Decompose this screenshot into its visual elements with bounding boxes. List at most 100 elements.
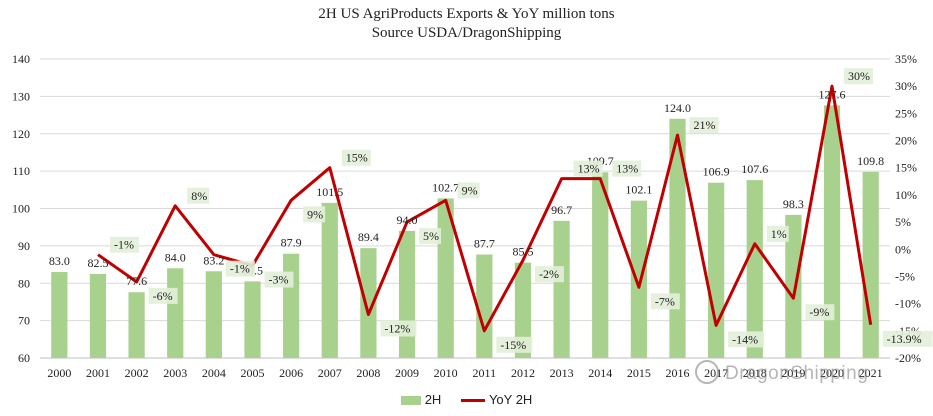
bar-value-label: 83.2	[203, 253, 224, 267]
x-tick-label: 2011	[473, 366, 497, 380]
bar	[592, 172, 609, 358]
bar-value-label: 124.0	[664, 101, 691, 115]
x-tick-label: 2009	[395, 366, 419, 380]
x-tick-label: 2007	[318, 366, 342, 380]
bar-value-label: 102.7	[432, 180, 459, 194]
y-right-tick-label: 30%	[895, 79, 917, 93]
legend: 2H YoY 2H	[0, 392, 933, 407]
y-right-tick-label: 10%	[895, 188, 917, 202]
yoy-value-label: 5%	[423, 229, 439, 243]
y-left-tick-label: 100	[12, 202, 30, 216]
yoy-value-label: -3%	[269, 273, 289, 287]
x-tick-label: 2014	[588, 366, 612, 380]
yoy-value-label: 30%	[848, 69, 870, 83]
bar	[205, 271, 222, 358]
x-tick-label: 2012	[511, 366, 535, 380]
bar-value-label: 83.0	[49, 254, 70, 268]
y-left-tick-label: 60	[18, 351, 30, 365]
x-tick-label: 2016	[666, 366, 690, 380]
y-left-tick-label: 70	[18, 314, 30, 328]
yoy-value-label: -1%	[114, 238, 134, 252]
y-right-tick-label: -5%	[895, 269, 915, 283]
yoy-value-label: 21%	[694, 118, 716, 132]
y-right-tick-label: 15%	[895, 161, 917, 175]
bar	[476, 254, 493, 358]
bar-value-label: 82.5	[87, 256, 108, 270]
x-tick-label: 2021	[859, 366, 883, 380]
yoy-label-box	[341, 149, 371, 166]
yoy-label-box	[805, 304, 835, 321]
yoy-label-box	[534, 266, 564, 283]
yoy-value-label: -14%	[732, 332, 758, 346]
bar	[89, 273, 107, 358]
yoy-label-box	[148, 287, 178, 304]
yoy-label-box	[612, 160, 642, 177]
bar-value-label: 107.6	[741, 162, 768, 176]
legend-item-line: YoY 2H	[460, 392, 533, 407]
bar	[437, 198, 454, 358]
bar	[128, 292, 145, 358]
bar-value-label: 84.0	[165, 250, 186, 264]
bar	[244, 281, 261, 358]
x-tick-label: 2020	[820, 366, 844, 380]
yoy-label-box	[419, 228, 442, 245]
yoy-value-label: 13%	[616, 162, 638, 176]
bar	[514, 262, 532, 358]
series-line-yoy	[97, 84, 873, 333]
y-left-tick-label: 80	[18, 276, 30, 290]
yoy-label-box	[689, 117, 719, 134]
bar	[630, 200, 647, 358]
bar-value-label: 109.8	[857, 154, 884, 168]
bar-value-label: 101.5	[316, 185, 343, 199]
x-tick-label: 2006	[279, 366, 303, 380]
bar-value-label: 87.9	[281, 236, 302, 250]
bar	[360, 248, 377, 358]
bar	[321, 202, 338, 358]
yoy-label-box	[728, 331, 765, 348]
yoy-value-label: -7%	[655, 294, 675, 308]
y-right-tick-label: 25%	[895, 106, 917, 120]
yoy-value-label: -13.9%	[887, 332, 922, 346]
bar	[862, 171, 879, 358]
legend-line-label: YoY 2H	[488, 392, 533, 407]
y-left-tick-label: 140	[12, 52, 30, 66]
bar-value-label: 85.5	[512, 245, 533, 259]
yoy-label-box	[264, 271, 294, 288]
y-right-tick-label: 5%	[895, 215, 911, 229]
bar	[553, 220, 570, 358]
yoy-value-label: -6%	[153, 289, 173, 303]
yoy-label-box	[573, 160, 603, 177]
y-left-tick-label: 110	[12, 164, 30, 178]
legend-bar-swatch	[400, 396, 421, 406]
bar-value-label: 87.7	[474, 236, 495, 250]
bar-value-label: 98.3	[783, 197, 804, 211]
yoy-label-box	[225, 260, 255, 277]
y-left-tick-label: 130	[12, 89, 30, 103]
chart-title: 2H US AgriProducts Exports & YoY million…	[318, 6, 615, 22]
yoy-value-label: 1%	[771, 227, 787, 241]
x-tick-label: 2018	[743, 366, 767, 380]
y-right-tick-label: -20%	[895, 351, 921, 365]
chart-svg: 60 70 80 90 100 110 120 130 140 -20% -15% -10% -5% 0%…	[12, 52, 933, 380]
legend-item-bar: 2H	[400, 392, 442, 407]
yoy-value-label: 9%	[307, 207, 323, 221]
y-right-tick-label: -10%	[895, 297, 921, 311]
legend-bar-label: 2H	[424, 392, 442, 407]
bar-value-label: 77.6	[126, 274, 147, 288]
x-tick-label: 2010	[434, 366, 458, 380]
bar-value-label: 89.4	[358, 230, 379, 244]
yoy-value-label: 13%	[578, 162, 600, 176]
yoy-label-box	[766, 225, 789, 242]
legend-line-swatch	[460, 399, 485, 403]
y-right-tick-label: 0%	[895, 242, 911, 256]
x-tick-label: 2008	[356, 366, 380, 380]
yoy-label-box	[380, 320, 417, 337]
bar-value-label: 106.9	[703, 165, 730, 179]
yoy-value-label: -12%	[384, 322, 410, 336]
bar	[823, 105, 841, 358]
yoy-value-label: 8%	[191, 189, 207, 203]
x-tick-label: 2019	[781, 366, 805, 380]
bar-value-label: 102.1	[625, 183, 652, 197]
bar-value-label: 96.7	[551, 203, 572, 217]
x-tick-label: 2004	[202, 366, 226, 380]
